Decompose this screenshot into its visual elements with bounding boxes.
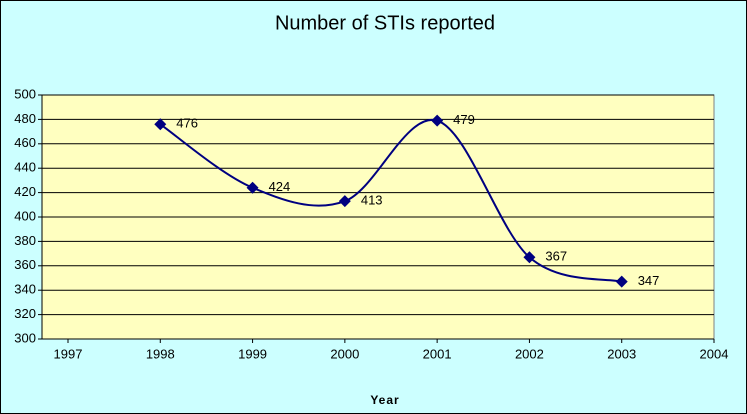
marker	[615, 275, 628, 288]
x-tick-label: 2000	[330, 346, 359, 361]
x-tick-label: 1999	[238, 346, 267, 361]
y-tick-label: 440	[14, 160, 36, 175]
y-tick-label: 500	[14, 86, 36, 101]
x-tick-label: 1998	[146, 346, 175, 361]
y-tick-label: 420	[14, 184, 36, 199]
y-tick-label: 300	[14, 330, 36, 345]
data-label: 347	[638, 273, 660, 288]
marker	[431, 114, 444, 127]
data-label: 424	[269, 179, 291, 194]
x-tick-label: 2004	[700, 346, 729, 361]
data-label: 413	[361, 193, 383, 208]
y-tick-label: 360	[14, 257, 36, 272]
marker	[523, 251, 536, 264]
data-label: 479	[453, 112, 475, 127]
y-tick-label: 400	[14, 208, 36, 223]
chart-title: Number of STIs reported	[275, 12, 495, 34]
x-tick-label: 2001	[423, 346, 452, 361]
x-tick-label: 1997	[54, 346, 83, 361]
y-tick-label: 380	[14, 233, 36, 248]
marker	[246, 181, 259, 194]
data-label: 367	[545, 249, 567, 264]
series-line	[159, 118, 622, 283]
x-axis-label: Year	[370, 393, 399, 407]
x-tick-label: 2003	[607, 346, 636, 361]
marker	[154, 118, 167, 131]
y-tick-label: 320	[14, 306, 36, 321]
y-tick-label: 480	[14, 111, 36, 126]
y-tick-label: 460	[14, 135, 36, 150]
y-tick-label: 340	[14, 282, 36, 297]
x-tick-label: 2002	[515, 346, 544, 361]
marker	[338, 195, 351, 208]
data-label: 476	[176, 116, 198, 131]
